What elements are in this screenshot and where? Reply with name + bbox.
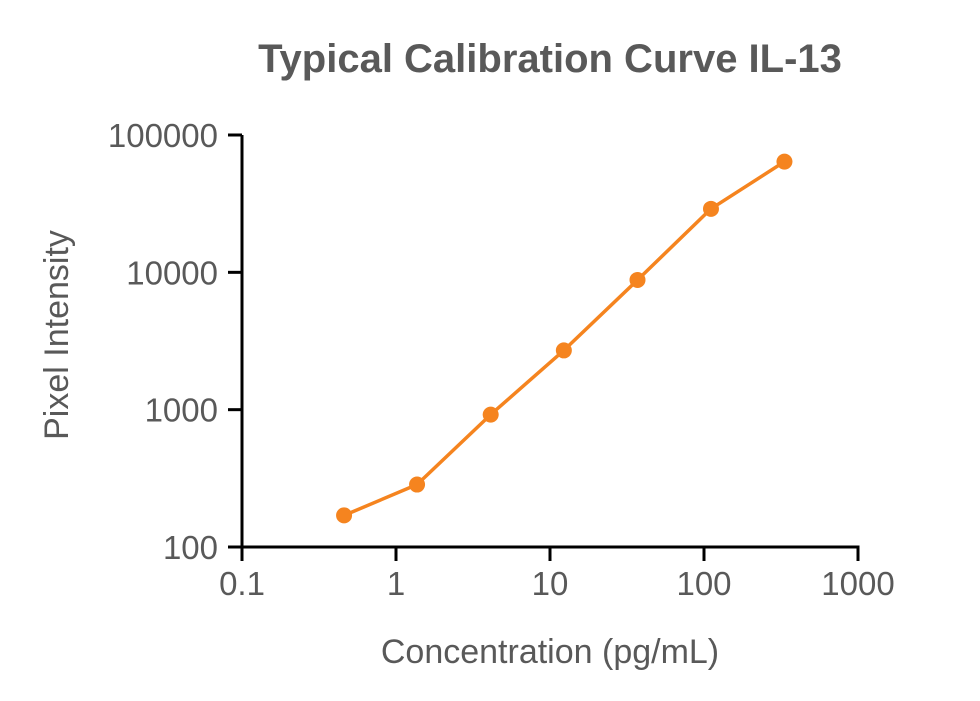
x-tick-label: 1 <box>387 565 405 602</box>
data-point <box>555 342 572 359</box>
data-point <box>776 153 793 170</box>
x-tick-label: 1000 <box>821 565 894 602</box>
data-point <box>409 476 426 493</box>
x-axis-label: Concentration (pg/mL) <box>381 633 719 671</box>
y-axis-label: Pixel Intensity <box>38 230 76 440</box>
axes: 0.1 1 10 100 1000 100 1000 10000 100000 <box>108 117 895 602</box>
x-tick-label: 0.1 <box>219 565 265 602</box>
x-tick-label: 10 <box>532 565 569 602</box>
y-tick-label: 100 <box>163 529 218 566</box>
data-point <box>629 271 646 288</box>
data-point <box>702 200 719 217</box>
y-tick-label: 100000 <box>108 117 218 154</box>
data-point <box>336 507 353 524</box>
y-tick-label: 1000 <box>145 392 218 429</box>
chart-title: Typical Calibration Curve IL-13 <box>258 37 842 81</box>
series-line <box>343 160 786 518</box>
plot-area <box>336 153 793 524</box>
x-tick-label: 100 <box>676 565 731 602</box>
data-point <box>482 406 499 423</box>
y-tick-label: 10000 <box>126 254 218 291</box>
